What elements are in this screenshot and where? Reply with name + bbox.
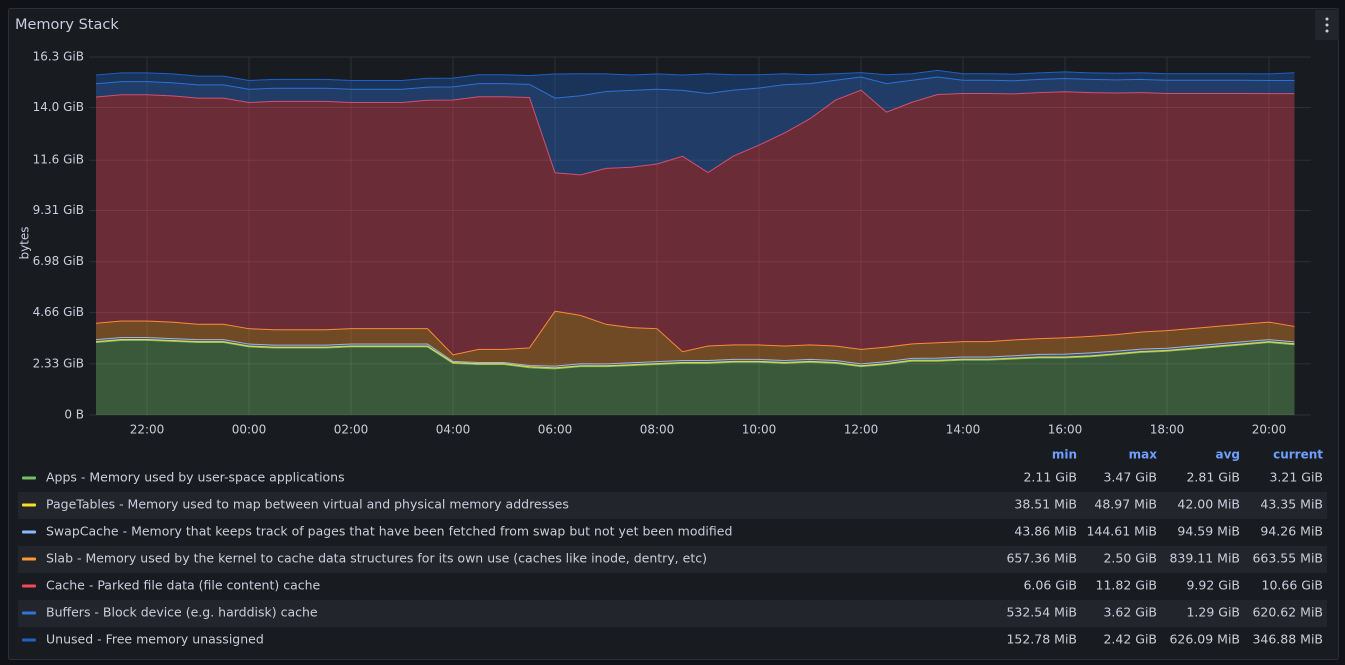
legend-stat: 3.21 GiB — [1269, 470, 1323, 485]
y-tick-label: 11.6 GiB — [33, 153, 84, 167]
legend-swatch — [22, 503, 36, 507]
legend-stat: 3.62 GiB — [1103, 605, 1157, 620]
y-tick-label: 0 B — [64, 408, 84, 422]
legend-stat: 38.51 MiB — [1014, 497, 1077, 512]
legend-header: max — [1129, 448, 1158, 462]
area-line — [95, 338, 1295, 369]
legend-stat: 48.97 MiB — [1094, 497, 1157, 512]
legend-swatch — [22, 584, 36, 588]
legend-stat: 3.47 GiB — [1103, 470, 1157, 485]
legend-stat: 43.35 MiB — [1260, 497, 1323, 512]
legend-swatch — [22, 611, 36, 615]
legend-label: Slab - Memory used by the kernel to cach… — [46, 551, 707, 566]
panel-title: Memory Stack — [15, 17, 119, 33]
legend-stat: 10.66 GiB — [1262, 578, 1324, 593]
legend-label: PageTables - Memory used to map between … — [46, 497, 569, 512]
area — [96, 90, 1295, 355]
area — [96, 76, 1295, 175]
area-line — [95, 69, 1295, 82]
legend-stat: 663.55 MiB — [1252, 551, 1323, 566]
x-tick-label: 22:00 — [130, 423, 165, 437]
legend-label: Unused - Free memory unassigned — [46, 632, 264, 647]
area-line — [95, 76, 1295, 99]
legend-swatch — [22, 557, 36, 561]
legend-stat: 1.29 GiB — [1186, 605, 1240, 620]
menu-dot — [1325, 23, 1329, 27]
legend-stat: 346.88 MiB — [1252, 632, 1323, 647]
legend-swatch — [22, 638, 36, 642]
legend-stat: 620.62 MiB — [1252, 605, 1323, 620]
legend-stat: 144.61 MiB — [1086, 524, 1157, 539]
legend-stat: 626.09 MiB — [1169, 632, 1240, 647]
area-line — [95, 310, 1295, 356]
x-tick-label: 10:00 — [742, 423, 777, 437]
x-tick-label: 02:00 — [334, 423, 369, 437]
x-tick-label: 06:00 — [538, 423, 573, 437]
y-tick-label: 4.66 GiB — [33, 305, 84, 319]
legend-stat: 532.54 MiB — [1006, 605, 1077, 620]
x-tick-label: 12:00 — [844, 423, 879, 437]
legend-stat: 657.36 MiB — [1006, 551, 1077, 566]
legend-header: current — [1273, 448, 1323, 462]
legend-label: Cache - Parked file data (file content) … — [46, 578, 321, 593]
legend-stat: 6.06 GiB — [1023, 578, 1077, 593]
y-tick-label: 2.33 GiB — [33, 356, 84, 370]
y-axis-label: bytes — [18, 226, 32, 259]
legend-stat: 2.11 GiB — [1023, 470, 1077, 485]
area-line — [95, 89, 1295, 176]
legend-label: Apps - Memory used by user-space applica… — [46, 470, 345, 485]
legend-stat: 43.86 MiB — [1014, 524, 1077, 539]
legend-row-bg — [18, 492, 1327, 519]
legend-stat: 11.82 GiB — [1096, 578, 1158, 593]
legend-stat: 839.11 MiB — [1169, 551, 1240, 566]
area — [96, 340, 1295, 415]
legend-header: min — [1052, 448, 1077, 462]
legend-label: SwapCache - Memory that keeps track of p… — [46, 524, 732, 539]
menu-dot — [1325, 17, 1329, 21]
legend-stat: 2.50 GiB — [1103, 551, 1157, 566]
legend-row-bg — [18, 600, 1327, 627]
legend-stat: 2.81 GiB — [1186, 470, 1240, 485]
x-tick-label: 04:00 — [436, 423, 471, 437]
legend-label: Buffers - Block device (e.g. harddisk) c… — [46, 605, 318, 620]
menu-dot — [1325, 29, 1329, 33]
legend-swatch — [22, 476, 36, 480]
x-tick-label: 14:00 — [946, 423, 981, 437]
x-tick-label: 16:00 — [1048, 423, 1083, 437]
area-line — [95, 336, 1295, 367]
x-tick-label: 20:00 — [1252, 423, 1287, 437]
x-tick-label: 08:00 — [640, 423, 675, 437]
y-tick-label: 16.3 GiB — [33, 50, 84, 64]
y-tick-label: 14.0 GiB — [33, 100, 84, 114]
x-tick-label: 00:00 — [232, 423, 267, 437]
y-tick-label: 6.98 GiB — [33, 254, 84, 268]
panel-menu[interactable] — [1315, 10, 1339, 40]
x-tick-label: 18:00 — [1150, 423, 1185, 437]
legend-stat: 9.92 GiB — [1186, 578, 1240, 593]
area — [96, 339, 1295, 369]
legend-row-bg — [18, 546, 1327, 573]
area — [96, 337, 1295, 368]
legend-stat: 94.26 MiB — [1260, 524, 1323, 539]
area — [96, 70, 1295, 99]
legend-stat: 94.59 MiB — [1177, 524, 1240, 539]
legend-header: avg — [1215, 448, 1240, 462]
y-tick-label: 9.31 GiB — [33, 203, 84, 217]
area-line — [95, 339, 1295, 370]
legend-stat: 152.78 MiB — [1006, 632, 1077, 647]
area — [96, 311, 1295, 367]
legend-swatch — [22, 530, 36, 534]
legend-stat: 2.42 GiB — [1103, 632, 1157, 647]
legend-stat: 42.00 MiB — [1177, 497, 1240, 512]
plot-area — [95, 69, 1295, 415]
